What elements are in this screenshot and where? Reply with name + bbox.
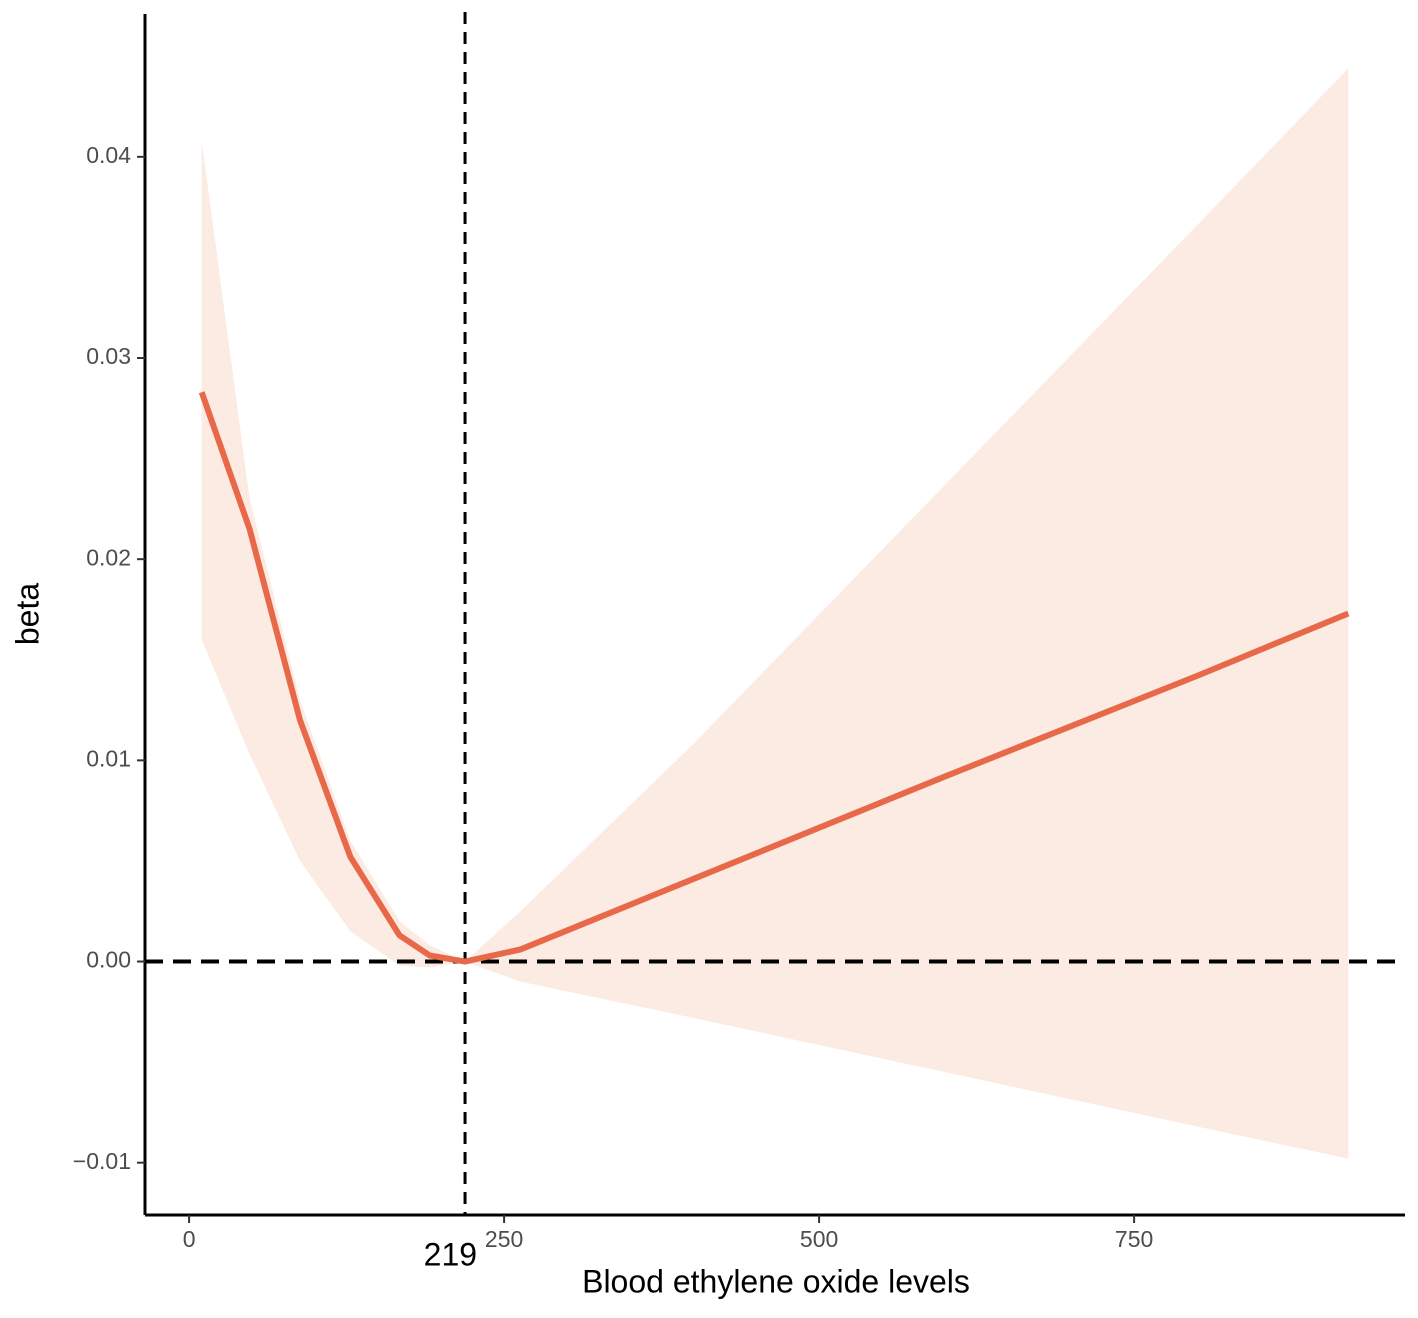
x-tick-label: 750 xyxy=(1115,1226,1153,1252)
y-tick-label: 0.04 xyxy=(86,142,131,168)
fitted-line xyxy=(198,391,1350,965)
y-axis-title: beta xyxy=(9,583,45,645)
confidence-band xyxy=(201,68,1349,1159)
x-tick-label: 0 xyxy=(183,1226,196,1252)
y-tick-label: 0.00 xyxy=(86,947,131,973)
y-tick-label: 0.03 xyxy=(86,343,131,369)
y-tick-label: 0.01 xyxy=(86,745,131,771)
y-tick-label: 0.02 xyxy=(86,544,131,570)
y-tick-label: −0.01 xyxy=(73,1148,131,1174)
threshold-label: 219 xyxy=(424,1236,477,1272)
x-tick-label: 250 xyxy=(485,1226,523,1252)
x-axis-title: Blood ethylene oxide levels xyxy=(582,1263,970,1299)
x-tick-label: 500 xyxy=(800,1226,838,1252)
